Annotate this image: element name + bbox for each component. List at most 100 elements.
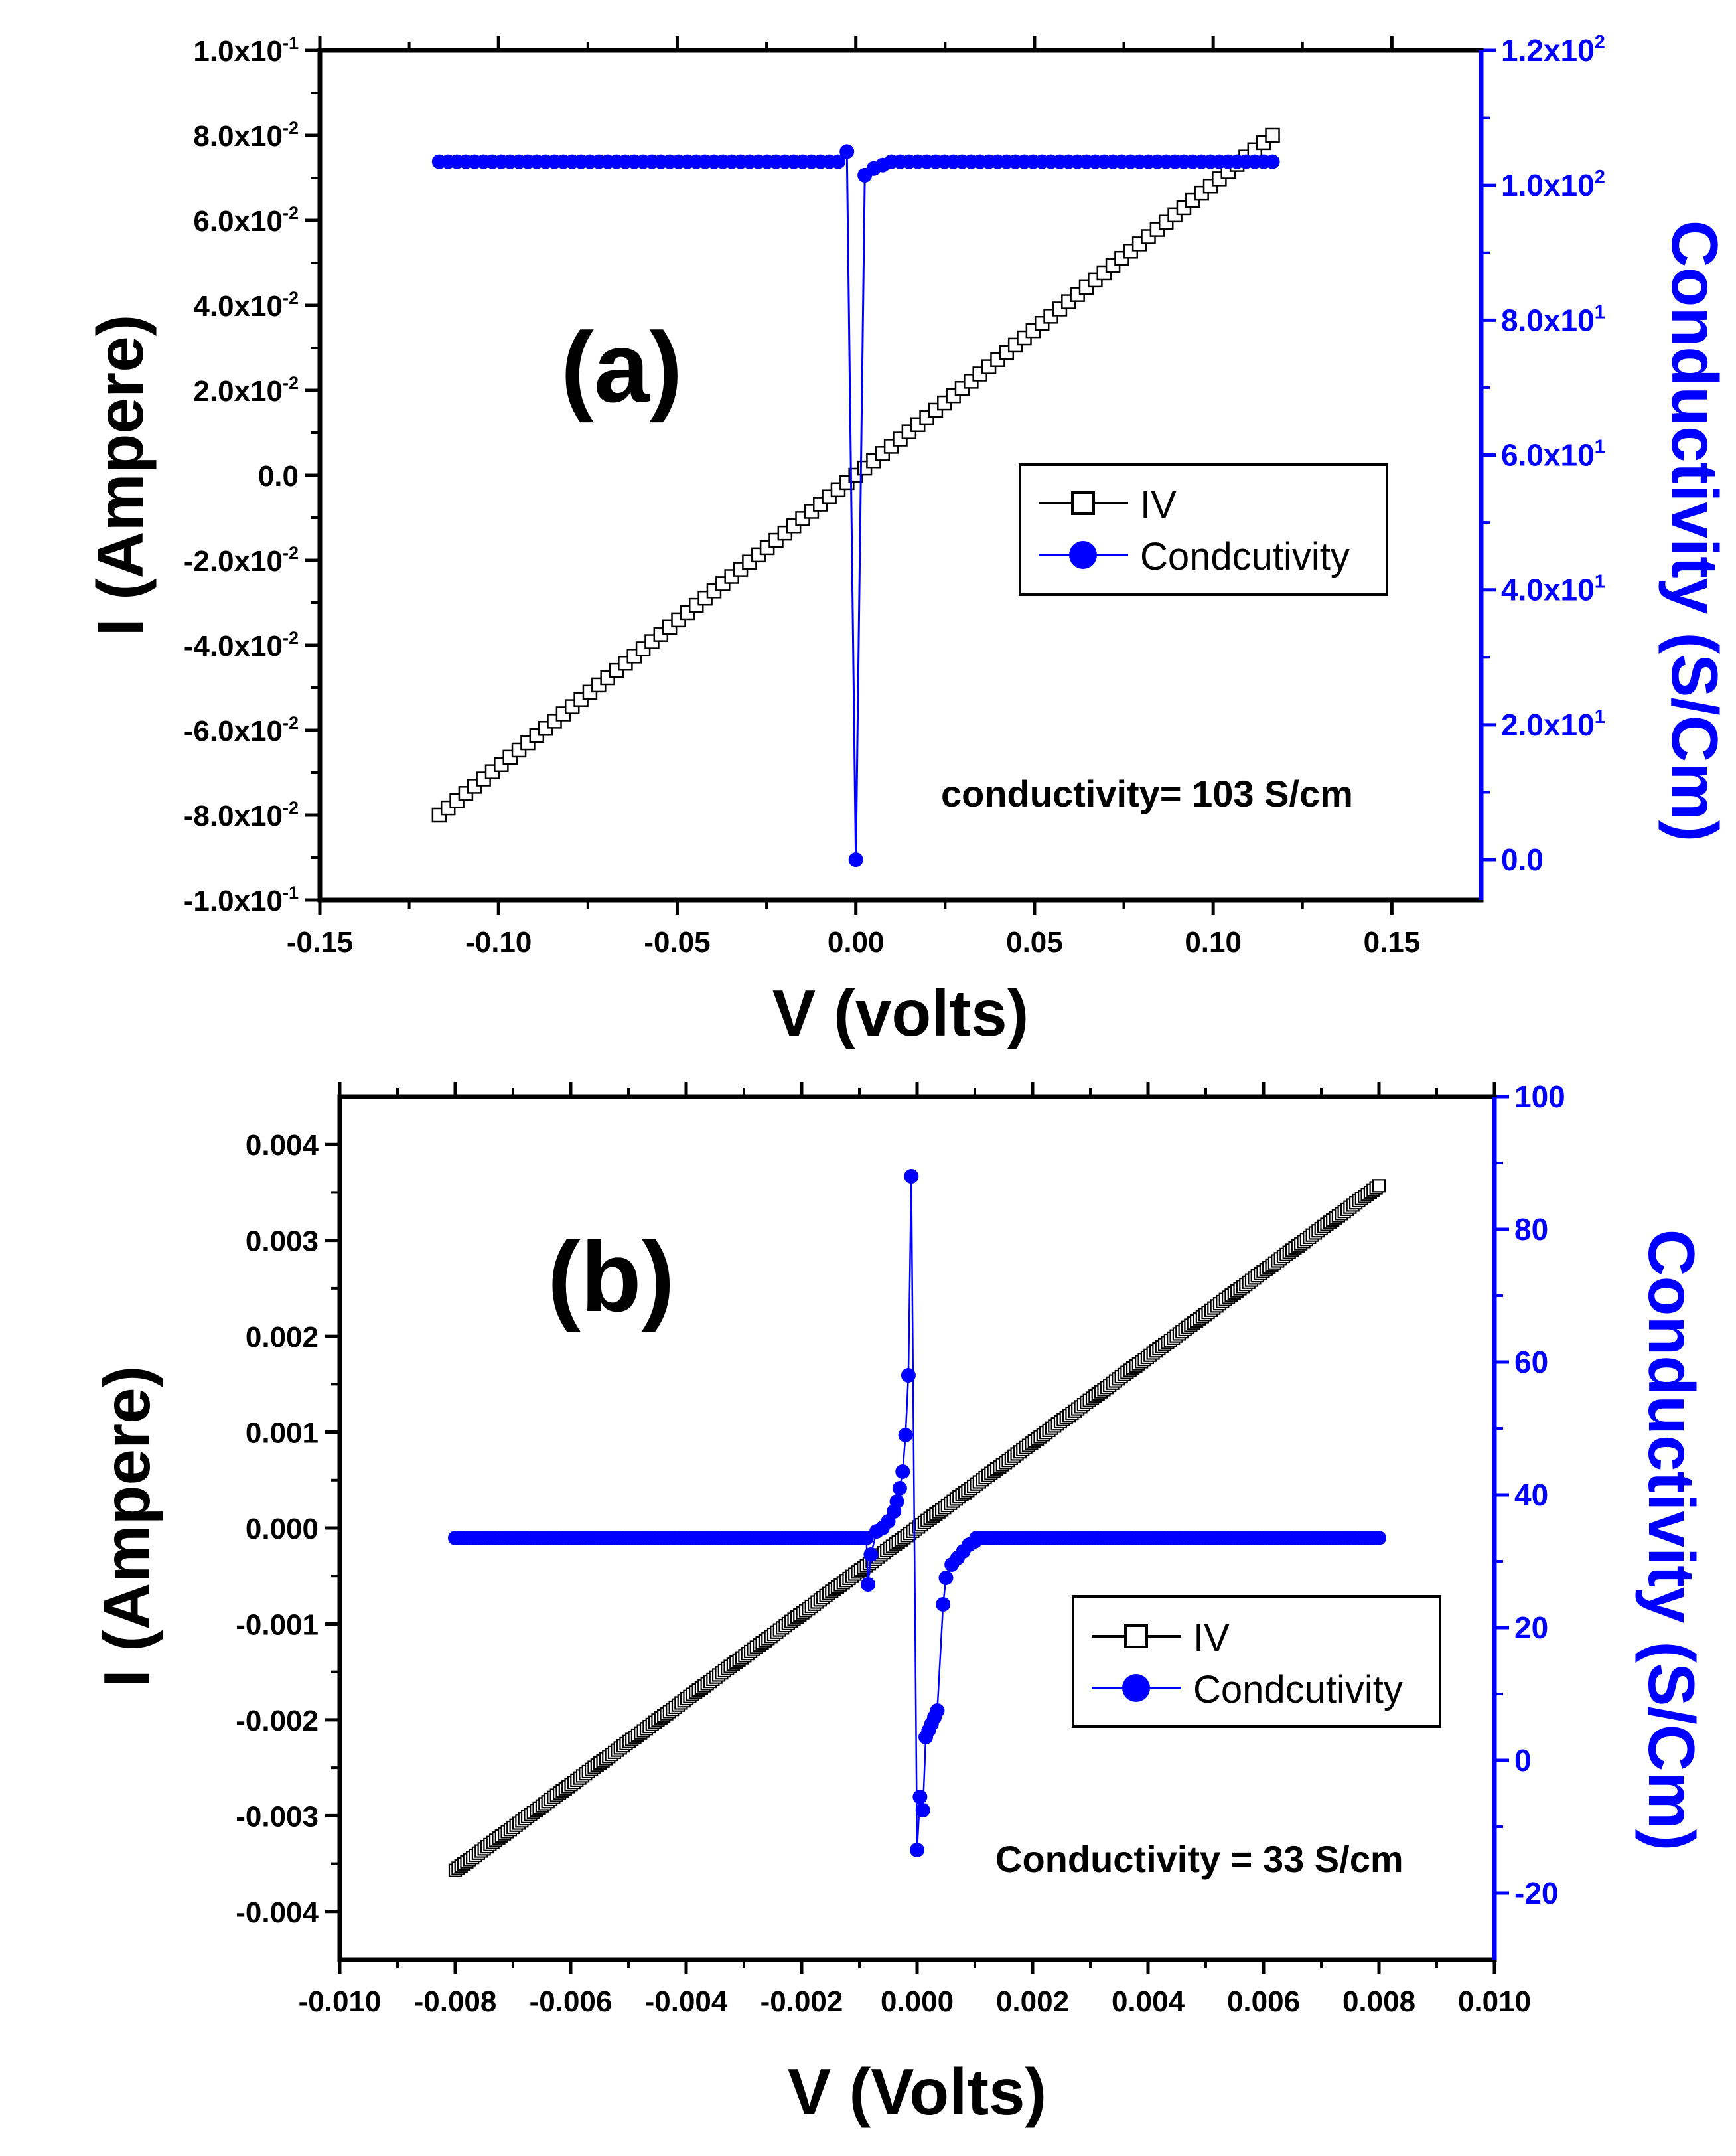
panel-b-x-tick-label: 0.000 bbox=[881, 1985, 954, 2018]
panel-a-x-tick-label: -0.05 bbox=[644, 926, 710, 959]
panel-a-y2-tick-label: 1.0x102 bbox=[1501, 167, 1605, 202]
panel-b-y2-tick-label: 80 bbox=[1514, 1212, 1548, 1247]
panel-b-y2-axis-title: Conductivity (S/Cm) bbox=[1635, 1229, 1708, 1851]
panel-b-conductivity-point bbox=[938, 1571, 954, 1585]
panel-b-conductivity-point bbox=[910, 1843, 924, 1857]
panel-a-label: (a) bbox=[561, 311, 682, 423]
panel-a-y-tick-label: 6.0x10-2 bbox=[193, 203, 299, 238]
panel-b-conductivity-point bbox=[861, 1577, 876, 1592]
panel-a-x-tick-label: 0.10 bbox=[1185, 926, 1242, 959]
panel-b-y-tick-label: -0.004 bbox=[236, 1896, 319, 1929]
panel-b-x-tick-label: -0.002 bbox=[760, 1985, 843, 2018]
panel-a-conductivity-point bbox=[1265, 154, 1280, 169]
panel-b-legend-iv-marker bbox=[1124, 1624, 1148, 1648]
panel-b-conductivity-point bbox=[863, 1547, 879, 1562]
panel-a-conductivity-point bbox=[830, 154, 845, 169]
panel-b-x-tick-label: 0.008 bbox=[1342, 1985, 1415, 2018]
panel-b-y2-tick-label: -20 bbox=[1514, 1876, 1558, 1910]
panel-b-legend-iv-label: IV bbox=[1193, 1616, 1230, 1659]
panel-b-ticks: -0.010 -0.008 -0.006 -0.004 -0.002 0.000 0.002… bbox=[236, 1079, 1565, 2018]
panel-b-conductivity-point bbox=[915, 1803, 930, 1817]
panel-b-y-tick-label: -0.003 bbox=[236, 1800, 319, 1833]
panel-b-y2-tick-label: 20 bbox=[1514, 1610, 1548, 1645]
panel-a-y-tick-label: -4.0x10-2 bbox=[184, 628, 299, 662]
panel-b-label: (b) bbox=[547, 1221, 675, 1332]
panel-b-conductivity-point bbox=[892, 1481, 907, 1496]
panel-a-y-tick-label: -1.0x10-1 bbox=[184, 883, 299, 917]
panel-b-chart: -0.010 -0.008 -0.006 -0.004 -0.002 0.000 0.002… bbox=[90, 1079, 1708, 2128]
panel-b-y-tick-label: 0.002 bbox=[246, 1321, 319, 1353]
panel-b-legend: IV Condcutivity bbox=[1072, 1595, 1441, 1728]
panel-b-x-tick-label: 0.006 bbox=[1227, 1985, 1300, 2018]
panel-a-y2-tick-label: 6.0x101 bbox=[1501, 437, 1605, 473]
panel-a-legend-cond-marker bbox=[1069, 541, 1097, 569]
panel-b-x-tick-label: -0.008 bbox=[414, 1985, 497, 2018]
panel-b-x-tick-label: 0.002 bbox=[996, 1985, 1069, 2018]
panel-a-y2-tick-label: 8.0x101 bbox=[1501, 301, 1605, 337]
panel-b-conductivity-point bbox=[889, 1494, 904, 1509]
panel-b-conductivity-point bbox=[930, 1703, 945, 1718]
panel-b-conductivity-point bbox=[912, 1790, 928, 1804]
panel-a-y-tick-label: -2.0x10-2 bbox=[184, 543, 299, 578]
panel-a-y-tick-label: -8.0x10-2 bbox=[184, 798, 299, 832]
panel-a-x-tick-label: -0.15 bbox=[287, 926, 353, 959]
panel-a-legend-iv-marker bbox=[1071, 491, 1095, 515]
panel-b-x-tick-label: 0.010 bbox=[1458, 1985, 1531, 2018]
panel-b-conductivity-point bbox=[904, 1169, 919, 1184]
panel-b-conductivity-point bbox=[901, 1368, 916, 1383]
panel-b-y-tick-label: 0.003 bbox=[246, 1225, 319, 1258]
panel-b-y2-tick-label: 40 bbox=[1514, 1478, 1548, 1512]
panel-b-conductivity-point bbox=[1372, 1531, 1386, 1545]
panel-a-x-tick-label: -0.10 bbox=[465, 926, 532, 959]
panel-a-y-tick-label: 0.0 bbox=[258, 460, 299, 493]
panel-a-y-tick-label: -6.0x10-2 bbox=[184, 713, 299, 747]
panel-b-y-axis-title: I (Ampere) bbox=[90, 1366, 163, 1688]
panel-a-y-tick-label: 2.0x10-2 bbox=[193, 373, 299, 408]
panel-a-legend: IV Condcutivity bbox=[1019, 463, 1388, 596]
panel-b-iv-point bbox=[1372, 1179, 1386, 1193]
panel-b-x-axis-title: V (Volts) bbox=[788, 2055, 1047, 2128]
panel-b-y-tick-label: 0.004 bbox=[246, 1129, 319, 1162]
panel-b-y-tick-label: 0.001 bbox=[246, 1417, 319, 1450]
panel-a-y-tick-label: 8.0x10-2 bbox=[193, 118, 299, 153]
panel-a-legend-box bbox=[1019, 463, 1388, 596]
panel-b-y2-tick-label: 60 bbox=[1514, 1345, 1548, 1379]
panel-b-conductivity-point bbox=[936, 1597, 951, 1612]
panel-b-legend-box bbox=[1072, 1595, 1441, 1728]
panel-a-y-tick-label: 1.0x10-1 bbox=[193, 33, 299, 68]
panel-a-iv-point bbox=[1265, 127, 1280, 143]
panel-a-conductivity-point bbox=[839, 144, 855, 159]
panel-a-conductivity-point bbox=[848, 852, 863, 868]
panel-b-conductivity-point bbox=[898, 1428, 913, 1442]
panel-a-y2-tick-label: 4.0x101 bbox=[1501, 572, 1605, 607]
panel-b-y-tick-label: 0.000 bbox=[246, 1513, 319, 1545]
panel-b-x-tick-label: -0.010 bbox=[299, 1985, 382, 2018]
panel-b-y2-tick-label: 100 bbox=[1514, 1079, 1565, 1114]
panel-a-legend-cond-label: Condcutivity bbox=[1140, 535, 1350, 578]
panel-b-annotation: Conductivity = 33 S/cm bbox=[995, 1838, 1404, 1880]
panel-a-y2-tick-label: 1.2x102 bbox=[1501, 32, 1605, 68]
panel-a-x-axis-title: V (volts) bbox=[772, 976, 1029, 1049]
panel-b-y-tick-label: -0.002 bbox=[236, 1705, 319, 1737]
panel-a-y2-tick-label: 2.0x101 bbox=[1501, 706, 1605, 742]
panel-a-x-tick-label: 0.00 bbox=[828, 926, 885, 959]
panel-b-data-marks bbox=[448, 1169, 1386, 1877]
panel-a-data-marks bbox=[431, 127, 1280, 868]
panel-a-y-tick-label: 4.0x10-2 bbox=[193, 288, 299, 323]
panel-a-ticks: -0.15 -0.10 -0.05 0.00 0.05 0.10 0.15 -1.0x10-1… bbox=[184, 32, 1605, 959]
panel-b-x-tick-label: -0.006 bbox=[530, 1985, 613, 2018]
panel-b-y2-tick-label: 0 bbox=[1514, 1743, 1532, 1778]
panel-a-annotation: conductivity= 103 S/cm bbox=[941, 773, 1353, 814]
panel-b-legend-cond-marker bbox=[1122, 1674, 1150, 1702]
panel-a-y2-axis-title: Conductivity (S/Cm) bbox=[1658, 220, 1731, 842]
panel-b-conductivity-point bbox=[895, 1464, 910, 1479]
panel-b-x-tick-label: 0.004 bbox=[1112, 1985, 1185, 2018]
panel-b-y-tick-label: -0.001 bbox=[236, 1608, 319, 1641]
panel-a-x-tick-label: 0.05 bbox=[1006, 926, 1063, 959]
panel-a-y2-tick-label: 0.0 bbox=[1501, 842, 1544, 877]
panel-a-x-tick-label: 0.15 bbox=[1364, 926, 1421, 959]
panel-a-chart: -0.15 -0.10 -0.05 0.00 0.05 0.10 0.15 -1.0x10-1… bbox=[84, 32, 1731, 1049]
panel-b-x-tick-label: -0.004 bbox=[645, 1985, 728, 2018]
